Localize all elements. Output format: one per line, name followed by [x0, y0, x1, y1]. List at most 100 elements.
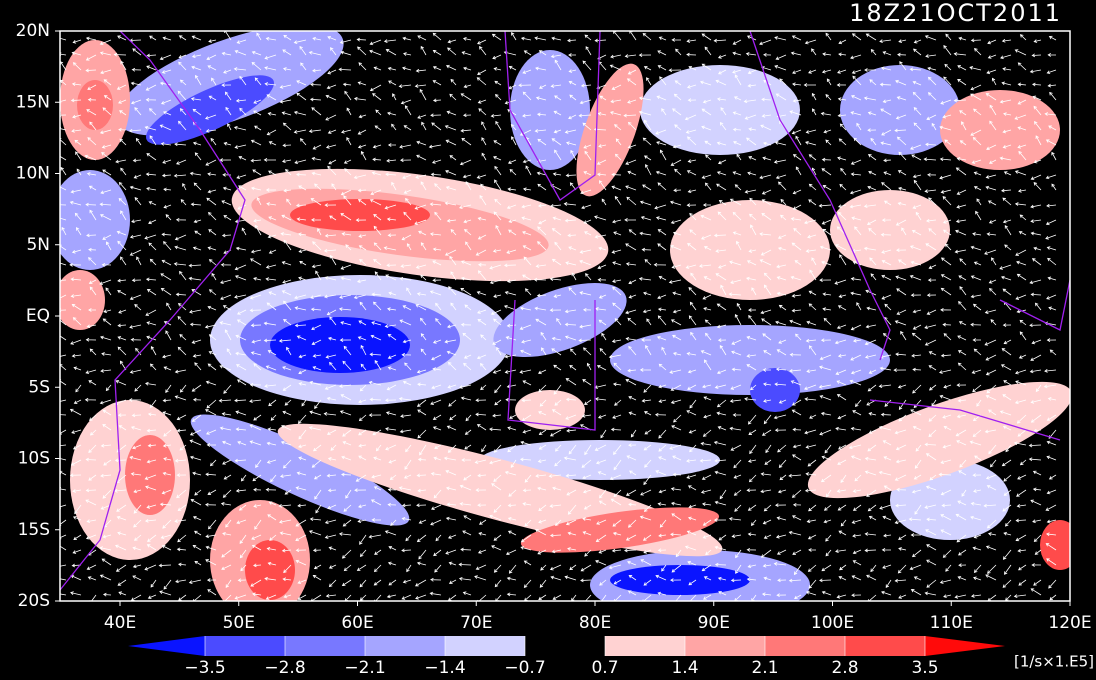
wind-arrow	[298, 382, 307, 386]
wind-arrow	[804, 219, 817, 225]
wind-arrow	[70, 277, 82, 282]
wind-arrow	[879, 82, 892, 87]
wind-arrow	[221, 549, 232, 558]
wind-arrow	[990, 459, 997, 468]
wind-arrow	[1033, 105, 1042, 116]
wind-arrow	[493, 318, 502, 326]
wind-arrow	[713, 518, 727, 522]
wind-arrow	[278, 338, 292, 343]
wind-arrow	[612, 279, 622, 284]
wind-arrow	[416, 292, 427, 296]
wind-arrow	[883, 200, 892, 206]
wind-arrow	[522, 429, 532, 434]
wind-arrow	[479, 195, 487, 206]
wind-arrow	[447, 444, 457, 453]
wind-arrow	[688, 579, 697, 586]
wind-arrow	[1051, 151, 1057, 161]
wind-arrow	[493, 67, 502, 71]
wind-arrow	[311, 264, 322, 269]
wind-arrow	[972, 303, 982, 311]
wind-arrow	[448, 399, 457, 407]
wind-arrow	[958, 301, 967, 311]
wind-arrow	[568, 80, 577, 86]
wind-arrow	[103, 459, 112, 466]
wind-arrow	[1033, 246, 1042, 251]
wind-arrow	[506, 592, 517, 597]
wind-arrow	[159, 502, 172, 507]
wind-arrow	[265, 188, 277, 192]
wind-arrow	[1001, 38, 1012, 43]
wind-arrow	[133, 519, 142, 528]
wind-arrow	[60, 318, 67, 326]
wind-arrow	[387, 143, 397, 147]
wind-arrow	[295, 559, 307, 566]
wind-arrow	[716, 183, 727, 191]
wind-arrow	[582, 122, 592, 131]
wind-arrow	[99, 214, 112, 221]
wind-arrow	[278, 504, 292, 508]
wind-arrow	[268, 141, 277, 146]
wind-arrow	[250, 158, 262, 163]
wind-arrow	[224, 329, 232, 341]
wind-arrow	[788, 473, 802, 478]
wind-arrow	[308, 530, 322, 536]
wind-arrow	[88, 185, 97, 191]
wind-arrow	[220, 294, 232, 301]
wind-arrow	[133, 174, 142, 179]
wind-arrow	[973, 564, 982, 573]
wind-arrow	[60, 113, 67, 118]
wind-arrow	[338, 532, 352, 536]
wind-arrow	[625, 243, 637, 251]
wind-arrow	[134, 384, 142, 392]
wind-arrow	[478, 531, 487, 536]
wind-arrow	[956, 157, 967, 161]
wind-arrow	[672, 309, 682, 314]
wind-arrow	[416, 369, 427, 374]
wind-arrow	[985, 574, 997, 581]
wind-arrow	[659, 519, 667, 528]
wind-arrow	[761, 592, 772, 597]
wind-arrow	[358, 455, 367, 461]
wind-arrow	[134, 197, 142, 206]
wind-arrow	[70, 459, 82, 466]
wind-arrow	[910, 293, 922, 298]
wind-arrow	[190, 97, 202, 101]
wind-arrow	[686, 410, 697, 416]
wind-arrow	[599, 95, 607, 101]
wind-arrow	[399, 276, 412, 281]
wind-arrow	[835, 369, 847, 375]
wind-arrow	[465, 414, 472, 422]
wind-arrow	[235, 246, 247, 251]
wind-arrow	[161, 489, 172, 495]
wind-arrow	[503, 263, 517, 268]
wind-arrow	[160, 273, 172, 281]
wind-arrow	[129, 324, 142, 329]
wind-arrow	[511, 31, 517, 41]
wind-arrow	[249, 399, 262, 403]
wind-arrow	[774, 503, 787, 508]
wind-arrow	[748, 429, 757, 435]
wind-arrow	[868, 515, 877, 521]
wind-arrow	[446, 110, 457, 116]
wind-arrow	[1033, 428, 1042, 433]
wind-arrow	[912, 384, 922, 394]
wind-arrow	[339, 39, 352, 44]
wind-arrow	[1033, 579, 1042, 586]
wind-arrow	[836, 324, 847, 330]
wind-arrow	[702, 429, 712, 437]
wind-arrow	[477, 270, 487, 281]
wind-arrow	[551, 138, 562, 146]
wind-arrow	[339, 410, 352, 416]
wind-arrow	[658, 399, 667, 403]
wind-arrow	[792, 454, 802, 461]
wind-arrow	[431, 504, 442, 510]
wind-arrow	[299, 260, 307, 266]
wind-arrow	[358, 62, 367, 71]
wind-arrow	[611, 339, 622, 343]
wind-arrow	[494, 579, 502, 588]
wind-arrow	[569, 94, 577, 101]
wind-arrow	[85, 202, 97, 207]
wind-arrow	[175, 217, 187, 222]
wind-arrow	[296, 217, 307, 222]
wind-arrow	[358, 399, 367, 404]
